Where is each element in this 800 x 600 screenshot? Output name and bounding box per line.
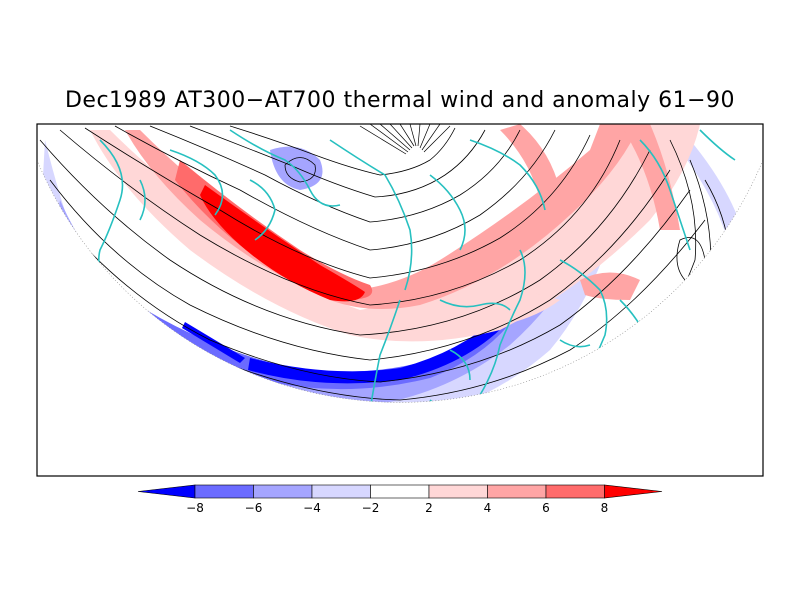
colorbar: [137, 484, 663, 499]
hemisphere-edge: [37, 159, 763, 403]
colorbar-segment: [428, 484, 488, 499]
colorbar-tick-label: 8: [600, 501, 609, 515]
colorbar-tick-label: 2: [425, 501, 433, 515]
colorbar-tick-label: 6: [542, 501, 550, 515]
colorbar-segment: [194, 484, 254, 499]
colorbar-segment: [311, 484, 371, 499]
colorbar-tick-label: 4: [483, 501, 492, 515]
colorbar-segment: [487, 484, 547, 499]
colorbar-arrow-right: [604, 484, 663, 499]
map-title: Dec1989 AT300−AT700 thermal wind and ano…: [64, 88, 736, 113]
colorbar-tick-label: −6: [244, 501, 263, 515]
colorbar-tick-label: −8: [186, 501, 204, 515]
map-frame: [36, 123, 764, 477]
anomaly-field: [37, 124, 763, 403]
colorbar-tick-label: −4: [303, 501, 321, 515]
colorbar-segment: [253, 484, 313, 499]
polar-streamline-cluster: [359, 124, 451, 155]
colorbar-segment: [370, 484, 430, 499]
colorbar-segment: [545, 484, 605, 499]
colorbar-tick-label: −2: [361, 501, 380, 515]
colorbar-arrow-left: [137, 484, 196, 499]
